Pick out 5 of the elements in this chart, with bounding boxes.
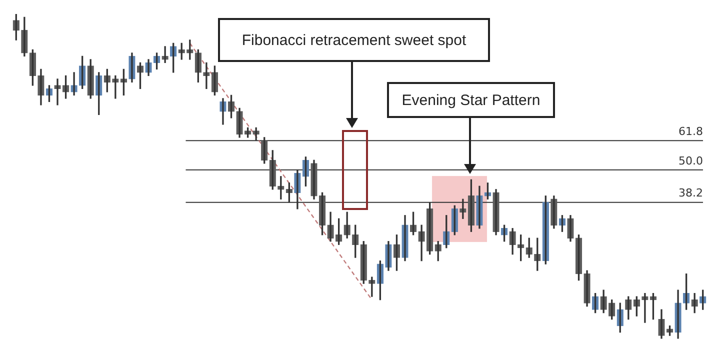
annotation: Fibonacci retracement sweet spot	[218, 18, 490, 62]
annotation: Evening Star Pattern	[387, 82, 555, 118]
annotation: 50.0	[678, 154, 703, 168]
annotation: 38.2	[678, 186, 703, 200]
annotation: 61.8	[678, 125, 703, 138]
